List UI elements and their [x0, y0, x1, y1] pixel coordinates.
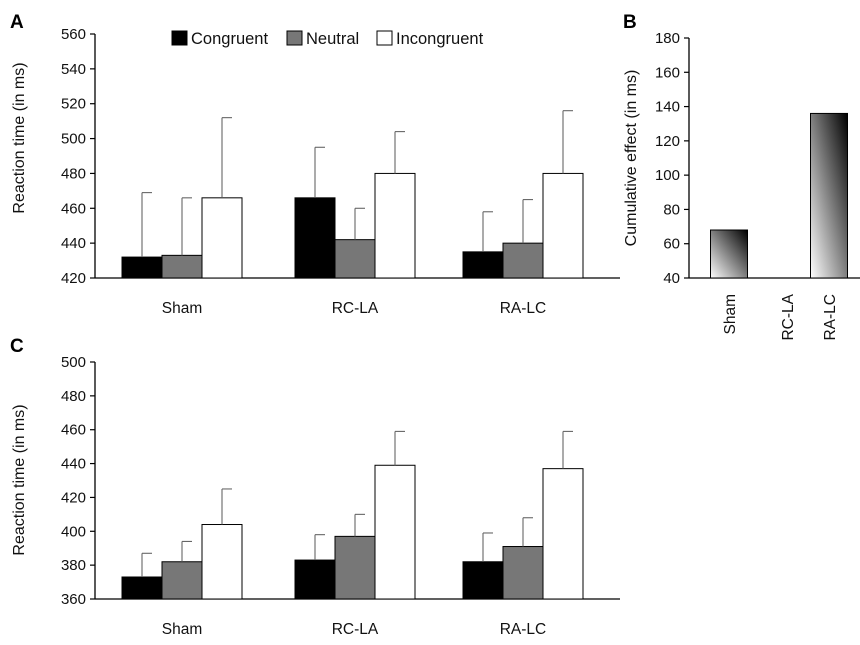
panel-a-bar-rc-la-incongruent	[374, 172, 416, 279]
panel-c-bar-rc-la-neutral	[334, 535, 376, 600]
panel-c-y-tick-label-360: 360	[61, 591, 86, 608]
legend-swatch-neutral	[286, 30, 303, 46]
legend-label-incongruent: Incongruent	[396, 30, 484, 48]
panel-c-bar-ra-lc-congruent	[462, 561, 504, 600]
panel-c-y-tick-label-460: 460	[61, 422, 86, 439]
panel-a-y-tick-label-500: 500	[61, 131, 86, 148]
panel-c-y-tick-label-400: 400	[61, 523, 86, 540]
panel-a-y-tick-label-440: 440	[61, 235, 86, 252]
panel-a-y-tick-label-420: 420	[61, 270, 86, 287]
panel-label-c: C	[10, 336, 24, 357]
panel-a-y-tick-label-540: 540	[61, 61, 86, 78]
panel-b-y-tick-label-40: 40	[663, 270, 680, 287]
panel-a-bar-sham-incongruent	[201, 197, 243, 279]
panel-a-y-tick-label-460: 460	[61, 200, 86, 217]
legend-swatch-incongruent	[376, 30, 393, 46]
panel-b-y-tick-label-160: 160	[655, 64, 680, 81]
panel-a-bar-sham-congruent	[121, 256, 163, 279]
panel-c-bar-ra-lc-incongruent	[542, 468, 584, 600]
panel-c-y-tick-label-440: 440	[61, 456, 86, 473]
panel-b-y-axis-title: Cumulative effect (in ms)	[623, 70, 640, 247]
panel-a-y-tick-label-560: 560	[61, 26, 86, 43]
panel-a-bar-ra-lc-congruent	[462, 251, 504, 279]
panel-c-y-axis-title: Reaction time (in ms)	[11, 404, 28, 555]
panel-c-bar-sham-incongruent	[201, 524, 243, 600]
panel-c-bar-sham-neutral	[161, 561, 203, 600]
legend-swatch-congruent	[171, 30, 188, 46]
panel-b-bar-sham	[710, 229, 748, 279]
panel-c-category-label-rc-la: RC-LA	[332, 621, 379, 638]
panel-a-y-tick-label-520: 520	[61, 96, 86, 113]
panel-a-bar-rc-la-neutral	[334, 239, 376, 279]
panel-c-bar-sham-congruent	[121, 576, 163, 600]
legend: Congruent Neutral Incongruent	[171, 30, 484, 48]
panel-label-a: A	[10, 12, 24, 33]
panel-a-category-label-ra-lc: RA-LC	[500, 300, 547, 317]
panel-c-y-tick-label-480: 480	[61, 388, 86, 405]
panel-c-chart: 360 380 400 420 440 460 480 500 Sham RC-LA RA-LC	[61, 354, 620, 638]
panel-b-y-tick-label-100: 100	[655, 167, 680, 184]
panel-b-bar-ra-lc	[810, 112, 848, 279]
panel-c-bar-rc-la-congruent	[294, 559, 336, 600]
panel-a-category-label-rc-la: RC-LA	[332, 300, 379, 317]
panel-label-b: B	[623, 12, 637, 33]
panel-a-chart: 420 440 460 480 500 520 540 560 Sham RC-LA RA-LC	[61, 26, 620, 317]
panel-b-category-label-ra-lc: RA-LC	[822, 294, 839, 341]
panel-b-y-tick-label-180: 180	[655, 30, 680, 47]
panel-b-y-tick-label-120: 120	[655, 133, 680, 150]
legend-label-neutral: Neutral	[306, 30, 359, 48]
panel-a-bar-ra-lc-incongruent	[542, 172, 584, 279]
panel-b-y-tick-label-140: 140	[655, 99, 680, 116]
panel-b-chart: 40 60 80 100 120 140 160 180 Sham RC-LA RA-LC	[655, 30, 860, 341]
panel-c-bar-rc-la-incongruent	[374, 464, 416, 600]
panel-a-bar-rc-la-congruent	[294, 197, 336, 279]
panel-b-y-tick-label-60: 60	[663, 236, 680, 253]
panel-c-y-tick-label-500: 500	[61, 354, 86, 371]
legend-label-congruent: Congruent	[191, 30, 268, 48]
panel-c-y-tick-label-420: 420	[61, 489, 86, 506]
panel-c-y-tick-label-380: 380	[61, 557, 86, 574]
panel-b-category-label-sham: Sham	[722, 294, 739, 335]
panel-c-category-label-ra-lc: RA-LC	[500, 621, 547, 638]
panel-c-category-label-sham: Sham	[162, 621, 203, 638]
panel-a-y-axis-title: Reaction time (in ms)	[11, 62, 28, 213]
panel-a-bar-sham-neutral	[161, 254, 203, 279]
panel-a-category-label-sham: Sham	[162, 300, 203, 317]
panel-b-category-label-rc-la: RC-LA	[780, 293, 797, 340]
panel-a-bar-ra-lc-neutral	[502, 242, 544, 279]
panel-b-y-tick-label-80: 80	[663, 201, 680, 218]
panel-a-y-tick-label-480: 480	[61, 165, 86, 182]
panel-c-bar-ra-lc-neutral	[502, 546, 544, 600]
